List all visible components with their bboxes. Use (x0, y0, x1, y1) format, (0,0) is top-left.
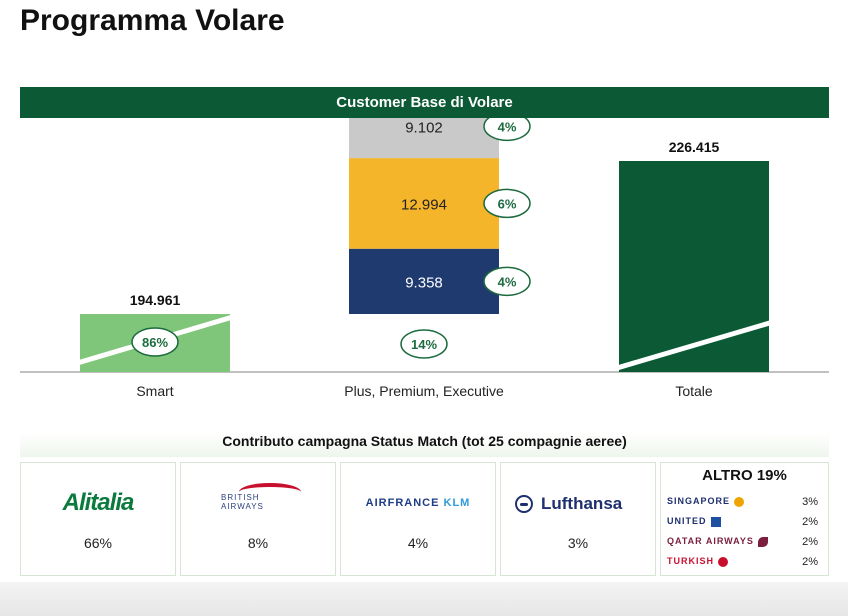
footer-strip (0, 582, 848, 616)
status-match-tiles: Alitalia 66% BRITISH AIRWAYS 8% AIRFRANC… (20, 462, 829, 578)
segment-pct-label: 4% (498, 274, 517, 289)
category-label: Smart (136, 383, 173, 399)
customer-base-chart: 194.96186%9.3584%12.9946%9.1024%31.45414… (20, 118, 829, 399)
tile-british-airways: BRITISH AIRWAYS 8% (180, 462, 336, 576)
bar-middle-pct-bubble (400, 329, 448, 359)
tile-alitalia: Alitalia 66% (20, 462, 176, 576)
axis-break-mark (616, 319, 774, 371)
category-label: Totale (675, 383, 713, 399)
bar-total-label: 226.415 (669, 139, 720, 155)
status-match-header: Contributo campagna Status Match (tot 25… (20, 433, 829, 457)
bar-smart-pct-label: 86% (142, 335, 168, 350)
british-airways-logo: BRITISH AIRWAYS (221, 483, 301, 517)
altro-pct: 3% (802, 496, 818, 508)
category-label: Plus, Premium, Executive (344, 383, 504, 399)
lufthansa-crane-icon (515, 495, 533, 513)
tile-alitalia-pct: 66% (83, 535, 113, 551)
alitalia-logo-text: Alitalia (62, 489, 135, 516)
altro-name: TURKISH (667, 556, 714, 566)
ba-logo-text-1: BRITISH (221, 493, 260, 502)
altro-name: QATAR AIRWAYS (667, 536, 754, 546)
turkish-logo-icon (718, 556, 728, 567)
airfrance-klm-logo: AIRFRANCE KLM (341, 497, 495, 509)
segment-value-label: 9.102 (405, 119, 443, 136)
bar-smart-pct-bubble (131, 327, 179, 357)
tile-lh-pct: 3% (567, 535, 589, 551)
ba-logo-text-2: AIRWAYS (221, 502, 264, 511)
bar-middle-pct-label: 14% (411, 337, 437, 352)
af-logo-text: AIRFRANCE (365, 497, 440, 509)
page-title: Programma Volare (20, 4, 285, 37)
segment-value-label: 12.994 (401, 196, 447, 213)
tile-ba-pct: 8% (247, 535, 269, 551)
altro-pct: 2% (802, 556, 818, 568)
bar-totale (619, 161, 769, 372)
altro-name: UNITED (667, 516, 707, 526)
segment-pct-bubble (483, 266, 531, 297)
tile-lufthansa: Lufthansa 3% (500, 462, 656, 576)
segment-pct-label: 4% (498, 119, 517, 134)
lufthansa-logo: Lufthansa (515, 493, 622, 515)
altro-row: TURKISH 2% (667, 555, 822, 571)
segment-value-label: 9.358 (405, 274, 443, 291)
qatar-logo-icon (757, 536, 768, 547)
tile-altro: ALTRO 19% SINGAPORE 3% UNITED 2% QATAR A… (660, 462, 829, 576)
segment-pct-label: 6% (498, 196, 517, 211)
lufthansa-logo-text: Lufthansa (541, 494, 623, 513)
altro-row: QATAR AIRWAYS 2% (667, 535, 822, 551)
altro-name: SINGAPORE (667, 496, 731, 506)
klm-logo-text: KLM (443, 497, 471, 509)
bar-total-label: 194.961 (130, 292, 181, 308)
alitalia-logo: Alitalia (21, 489, 175, 517)
tile-af-pct: 4% (407, 535, 429, 551)
tile-airfrance-klm: AIRFRANCE KLM 4% (340, 462, 496, 576)
singapore-logo-icon (734, 496, 745, 507)
altro-pct: 2% (802, 516, 818, 528)
altro-title: ALTRO 19% (702, 467, 787, 484)
altro-row: UNITED 2% (667, 515, 822, 531)
chart-banner: Customer Base di Volare (20, 87, 829, 118)
united-logo-icon (710, 516, 721, 527)
altro-pct: 2% (802, 536, 818, 548)
segment-pct-bubble (483, 188, 531, 219)
bar-segment (349, 118, 499, 159)
segment-pct-bubble (483, 118, 531, 142)
altro-row: SINGAPORE 3% (667, 495, 822, 511)
ba-swoosh-icon (239, 483, 301, 501)
bar-segment (349, 248, 499, 314)
bar-segment (349, 158, 499, 249)
